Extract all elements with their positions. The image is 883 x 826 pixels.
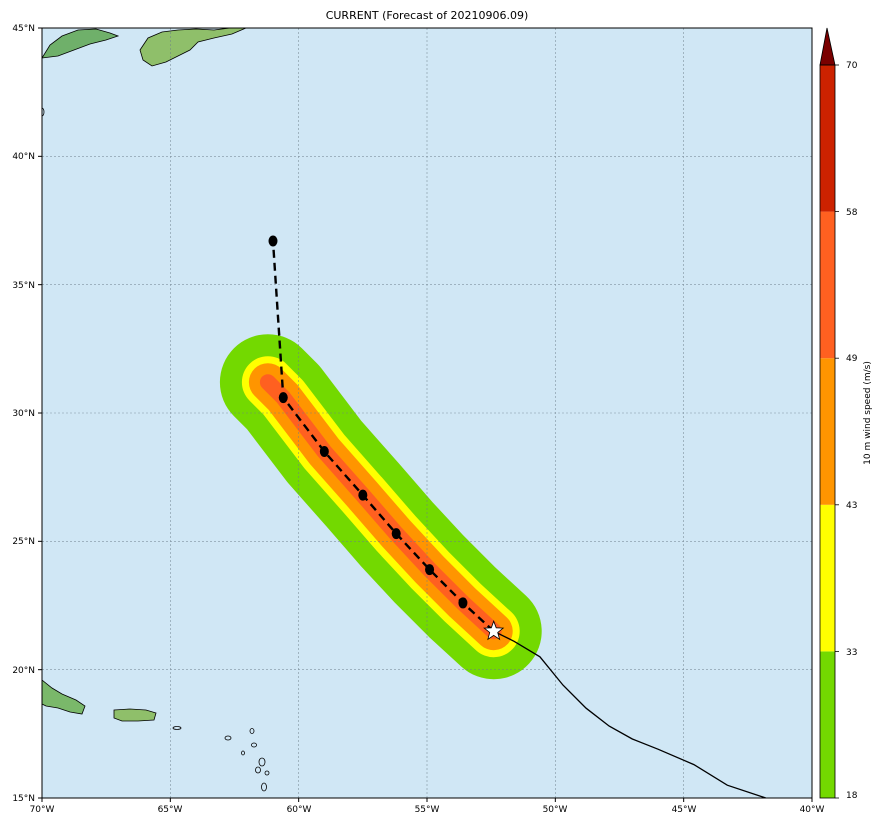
colorbar-frame (819, 64, 836, 799)
colorbar-band (820, 65, 835, 212)
lon-tick-label: 45°W (672, 805, 697, 815)
colorbar-extend-triangle (819, 27, 836, 66)
forecast-track-line (271, 240, 495, 633)
lon-tick-label: 55°W (415, 805, 440, 815)
lon-tick-label: 60°W (287, 805, 312, 815)
current-position-star (483, 620, 505, 641)
cb-tick-label: 70 (846, 61, 858, 71)
colorbar-band (820, 651, 835, 798)
map-title: CURRENT (Forecast of 20210906.09) (325, 9, 529, 22)
land-hispaniola (42, 679, 86, 715)
cb-tick-label: 43 (846, 501, 857, 511)
cb-tick-label: 18 (846, 791, 858, 801)
latitude-tick-labels: 45°N 40°N 35°N 30°N 25°N 20°N 15°N (12, 24, 35, 804)
lat-tick-label: 20°N (12, 666, 35, 676)
forecast-position-dot (358, 489, 368, 501)
forecast-position-dot (458, 597, 468, 609)
land-newfoundland-south (139, 28, 247, 67)
cb-tick-label: 33 (846, 648, 857, 658)
colorbar-band (820, 211, 835, 359)
axis-ticks (38, 27, 813, 802)
lat-tick-label: 30°N (12, 409, 35, 419)
past-track-line (493, 630, 767, 798)
forecast-position-dot (268, 235, 278, 247)
wind-speed-colorbar: 18 33 43 49 58 70 10 m wind speed (m/s) (819, 27, 873, 801)
colorbar-band (820, 504, 835, 652)
lon-tick-label: 70°W (30, 805, 55, 815)
land-puerto-rico (113, 708, 157, 722)
lat-tick-label: 15°N (12, 794, 35, 804)
forecast-position-dot (391, 528, 401, 540)
lon-tick-label: 40°W (800, 805, 825, 815)
colorbar-band (820, 358, 835, 505)
lat-tick-label: 35°N (12, 281, 35, 291)
lon-tick-label: 50°W (543, 805, 568, 815)
forecast-position-dot (278, 392, 288, 404)
land-lesser-antilles (42, 107, 270, 792)
land-masses (42, 28, 270, 792)
forecast-position-dot (425, 564, 435, 576)
colorbar-axis-label: 10 m wind speed (m/s) (863, 361, 873, 465)
lat-tick-label: 25°N (12, 537, 35, 547)
forecast-markers (268, 235, 505, 641)
forecast-position-dot (319, 446, 329, 457)
lon-tick-label: 65°W (158, 805, 183, 815)
lat-tick-label: 40°N (12, 152, 35, 162)
lat-tick-label: 45°N (12, 24, 35, 34)
longitude-tick-labels: 70°W 65°W 60°W 55°W 50°W 45°W 40°W (30, 805, 825, 815)
map-gridlines (42, 28, 812, 798)
land-nova-scotia (42, 28, 120, 59)
cb-tick-label: 49 (846, 354, 858, 364)
cb-tick-label: 58 (846, 208, 858, 218)
